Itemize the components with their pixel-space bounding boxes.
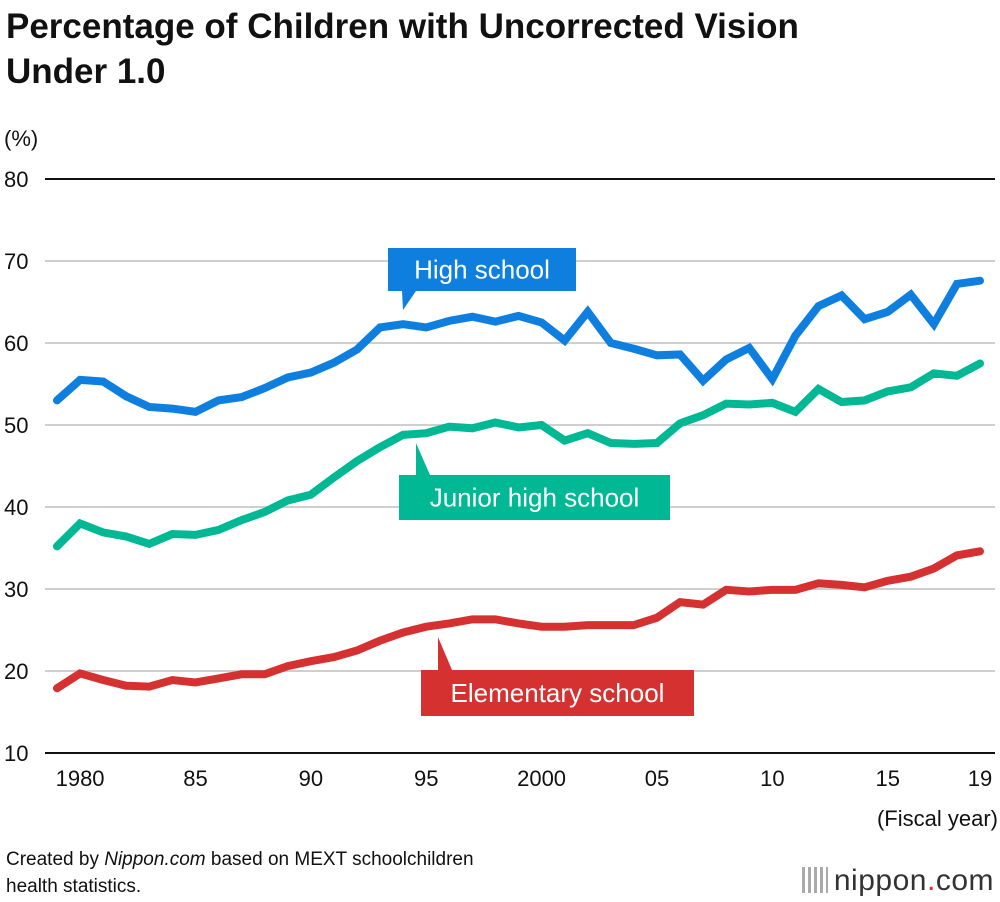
series-line-elementary-school: [53, 547, 984, 693]
y-tick-label: 40: [4, 495, 28, 520]
logo-tld: com: [935, 864, 994, 897]
logo-dot: .: [926, 864, 936, 897]
label-box: [399, 475, 670, 520]
logo-bars-icon: [801, 867, 828, 893]
label-box: [388, 248, 576, 291]
source-line2: health statistics.: [6, 876, 142, 897]
label-pointer: [438, 637, 452, 670]
x-tick-label: 85: [183, 766, 207, 791]
source-suffix: based on MEXT schoolchildren: [205, 849, 474, 870]
x-tick-label: 90: [299, 766, 323, 791]
series-line-high-school: [53, 276, 984, 417]
source-note: Created by Nippon.com based on MEXT scho…: [6, 846, 474, 900]
chart-title-line1: Percentage of Children with Uncorrected …: [6, 7, 799, 46]
y-tick-label: 10: [4, 741, 28, 766]
y-tick-label: 80: [4, 167, 28, 192]
y-tick-label: 70: [4, 249, 28, 274]
x-tick-label: 2000: [517, 766, 566, 791]
source-prefix: Created by: [6, 849, 105, 870]
series-label-elementary-school: Elementary school: [421, 637, 694, 716]
x-tick-label: 15: [875, 766, 899, 791]
chart-title-line2: Under 1.0: [6, 52, 166, 91]
x-tick-label: 19: [968, 766, 992, 791]
label-box: [421, 670, 694, 716]
source-site: Nippon.com: [104, 849, 206, 870]
x-axis-label: (Fiscal year): [877, 806, 998, 831]
y-tick-label: 60: [4, 331, 28, 356]
series-label-text: Junior high school: [430, 483, 640, 513]
series-label-junior-high-school: Junior high school: [399, 443, 670, 520]
nippon-logo: nippon.com: [801, 864, 994, 898]
label-pointer: [416, 443, 430, 475]
series-label-text: Elementary school: [451, 678, 665, 708]
x-tick-label: 10: [760, 766, 784, 791]
label-pointer: [402, 291, 416, 310]
series-label-high-school: High school: [388, 248, 576, 310]
y-tick-label: 30: [4, 577, 28, 602]
logo-text: nippon: [833, 864, 927, 897]
series-label-text: High school: [414, 255, 550, 285]
x-tick-label: 95: [414, 766, 438, 791]
x-tick-label: 05: [645, 766, 669, 791]
chart-title: Percentage of Children with Uncorrected …: [6, 4, 986, 94]
y-tick-label: 20: [4, 659, 28, 684]
x-tick-label: 1980: [56, 766, 105, 791]
y-tick-label: 50: [4, 413, 28, 438]
y-axis-unit-label: (%): [4, 126, 38, 151]
